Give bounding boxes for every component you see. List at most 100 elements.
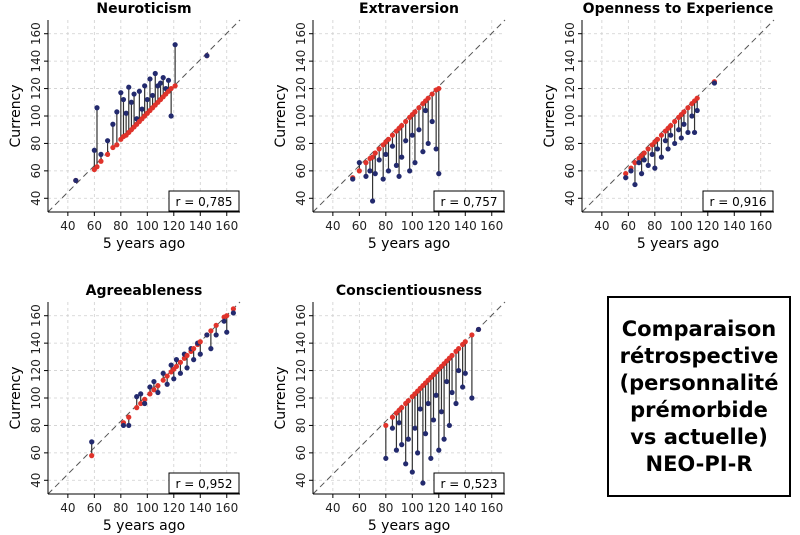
correlation-box: [702, 190, 774, 212]
point-baseline: [155, 383, 161, 389]
correlation-box: [168, 190, 240, 212]
x-axis-label: 5 years ago: [103, 236, 185, 252]
point-baseline: [89, 453, 95, 459]
point-current: [350, 176, 356, 182]
y-tick-label: 140: [29, 50, 43, 73]
point-current: [213, 332, 219, 338]
point-current: [636, 160, 642, 166]
point-current: [165, 77, 172, 83]
point-current: [89, 439, 95, 445]
point-current: [98, 151, 104, 157]
point-current: [433, 392, 439, 398]
y-tick-label: 40: [563, 191, 577, 206]
point-current: [164, 381, 170, 387]
x-tick-label: 140: [723, 219, 746, 233]
point-current: [396, 173, 402, 179]
point-current: [462, 370, 468, 376]
panel-conscientiousness: 40 60 80 100 120 140 160406080100120140160Cons…: [273, 283, 506, 534]
point-current: [399, 154, 405, 160]
point-baseline: [147, 391, 153, 397]
point-current: [420, 149, 426, 155]
correlation-label: r = 0,757: [441, 195, 498, 209]
point-current: [407, 168, 413, 174]
point-baseline: [356, 168, 362, 174]
y-tick-label: 140: [29, 332, 43, 355]
point-baseline: [462, 339, 468, 345]
point-current: [422, 107, 429, 114]
point-current: [150, 92, 156, 99]
y-tick-label: 100: [29, 387, 43, 410]
caption-box: Comparaison rétrospective (personnalité …: [607, 296, 791, 497]
point-current: [409, 469, 415, 475]
point-current: [685, 129, 691, 136]
panel-title: Neuroticism: [96, 1, 191, 17]
point-current: [632, 181, 638, 188]
point-current: [430, 417, 437, 423]
y-tick-label: 140: [294, 332, 308, 355]
point-current: [396, 420, 402, 426]
point-current: [415, 450, 421, 456]
point-current: [369, 198, 376, 204]
point-current: [142, 400, 148, 407]
y-tick-label: 120: [294, 77, 308, 100]
point-current: [672, 140, 678, 147]
y-tick-label: 40: [29, 191, 43, 206]
point-baseline: [641, 150, 647, 156]
x-tick-label: 120: [427, 219, 450, 233]
point-current: [658, 154, 665, 160]
panel-extraversion: 40 60 80 100 120 140 160406080100120140160Extr…: [273, 1, 506, 252]
correlation-box: [433, 472, 505, 494]
point-baseline: [114, 142, 120, 148]
x-tick-label: 160: [749, 219, 772, 233]
point-current: [628, 168, 634, 174]
point-current: [446, 422, 452, 429]
point-current: [197, 351, 203, 357]
point-current: [142, 83, 148, 89]
point-current: [425, 140, 431, 147]
x-axis-label: 5 years ago: [368, 518, 450, 534]
point-current: [645, 162, 651, 168]
point-baseline: [694, 95, 700, 101]
y-tick-label: 120: [29, 359, 43, 382]
x-tick-label: 160: [480, 219, 503, 233]
point-current: [204, 53, 210, 59]
point-current: [104, 138, 111, 144]
point-current: [191, 357, 197, 363]
y-tick-label: 160: [563, 22, 577, 45]
y-tick-label: 60: [294, 163, 308, 178]
point-baseline: [632, 160, 638, 166]
point-baseline: [138, 400, 144, 407]
point-current: [363, 173, 369, 179]
point-current: [403, 461, 409, 467]
point-current: [171, 376, 177, 382]
point-baseline: [658, 132, 665, 138]
x-axis-label: 5 years ago: [103, 518, 185, 534]
point-current: [147, 76, 153, 82]
point-baseline: [363, 160, 369, 166]
point-current: [372, 171, 378, 177]
point-current: [131, 91, 137, 97]
point-baseline: [208, 328, 214, 334]
point-current: [475, 326, 482, 333]
point-baseline: [399, 405, 405, 411]
correlation-box: [168, 472, 240, 494]
y-tick-label: 160: [294, 304, 308, 327]
point-current: [139, 106, 145, 112]
point-current: [91, 147, 97, 153]
point-current: [436, 447, 442, 453]
point-current: [126, 422, 132, 429]
point-baseline: [403, 118, 409, 125]
x-axis-label: 5 years ago: [637, 236, 719, 252]
point-baseline: [469, 332, 475, 338]
point-current: [160, 370, 166, 376]
y-tick-label: 80: [29, 136, 43, 151]
y-tick-label: 160: [29, 304, 43, 327]
point-current: [120, 96, 127, 103]
y-tick-label: 100: [294, 387, 308, 410]
y-tick-label: 120: [294, 359, 308, 382]
point-current: [204, 332, 210, 338]
point-current: [399, 442, 405, 448]
point-current: [173, 357, 180, 363]
point-current: [128, 99, 135, 105]
point-current: [420, 480, 426, 486]
